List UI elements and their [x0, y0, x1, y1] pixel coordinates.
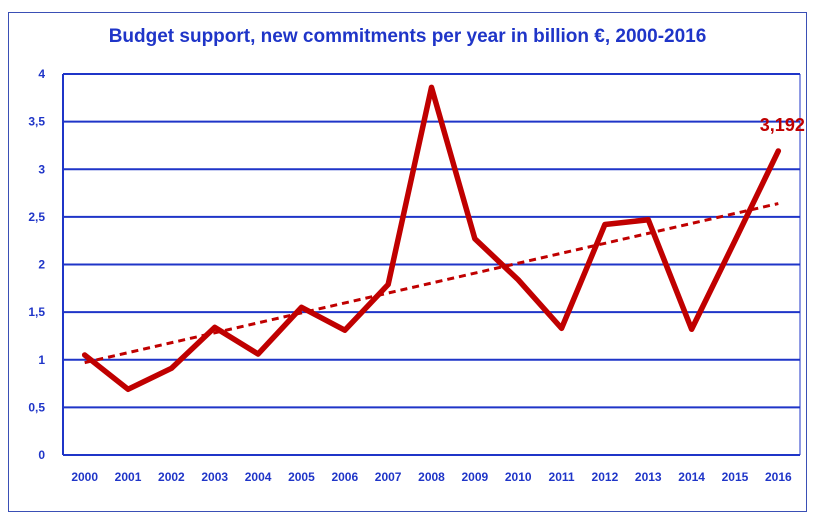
- x-tick-label: 2015: [722, 470, 749, 484]
- grid-lines: [62, 73, 801, 456]
- x-axis-ticks: 2000 2001 2002 2003 2004 2005 2006 2007 2008 2009…: [71, 470, 792, 484]
- chart-title: Budget support, new commitments per year…: [108, 26, 707, 47]
- data-labels: 3,192: [760, 115, 805, 135]
- trendline-group: [84, 202, 779, 365]
- x-tick-label: 2013: [635, 470, 662, 484]
- y-axis-ticks: 0 0,5 1 1,5 2 2,5 3 3,5 4: [28, 67, 45, 462]
- y-tick-label: 3,5: [28, 115, 45, 129]
- series-line: [81, 84, 782, 393]
- x-tick-label: 2008: [418, 470, 445, 484]
- series-group: [81, 84, 782, 393]
- y-tick-label: 1,5: [28, 305, 45, 319]
- y-tick-label: 2: [38, 258, 45, 272]
- x-tick-label: 2004: [245, 470, 272, 484]
- x-tick-label: 2011: [549, 470, 575, 484]
- chart-border: [8, 12, 807, 512]
- trendline: [84, 202, 779, 365]
- y-tick-label: 4: [38, 67, 45, 81]
- y-tick-label: 2,5: [28, 210, 45, 224]
- x-tick-label: 2007: [375, 470, 402, 484]
- y-tick-label: 3: [38, 162, 45, 176]
- x-tick-label: 2014: [678, 470, 705, 484]
- end-value-label: 3,192: [760, 115, 805, 135]
- x-tick-label: 2006: [331, 470, 358, 484]
- x-tick-label: 2003: [201, 470, 228, 484]
- y-tick-label: 1: [38, 353, 45, 367]
- x-tick-label: 2016: [765, 470, 792, 484]
- x-tick-label: 2002: [158, 470, 185, 484]
- x-tick-label: 2012: [592, 470, 619, 484]
- y-tick-label: 0: [38, 448, 45, 462]
- x-tick-label: 2010: [505, 470, 532, 484]
- top-strip: [0, 0, 815, 10]
- y-tick-label: 0,5: [28, 400, 45, 414]
- x-tick-label: 2009: [462, 470, 489, 484]
- x-tick-label: 2000: [71, 470, 98, 484]
- x-tick-label: 2005: [288, 470, 315, 484]
- x-tick-label: 2001: [115, 470, 142, 484]
